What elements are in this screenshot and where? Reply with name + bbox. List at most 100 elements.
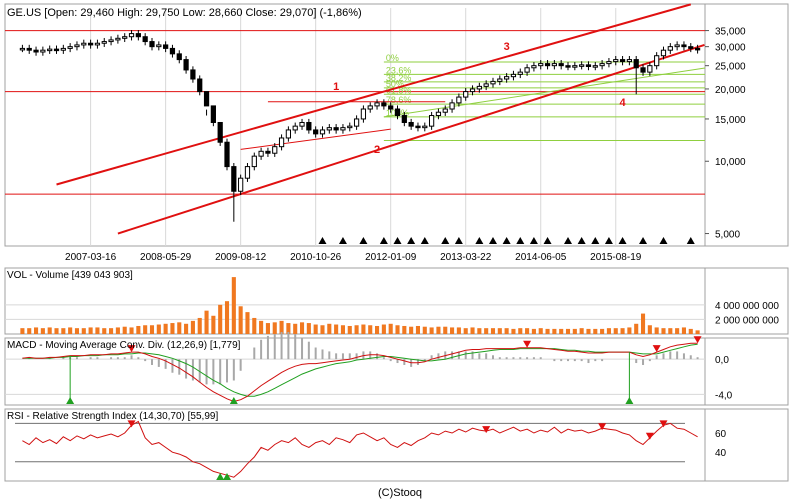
- volume-bar: [136, 325, 141, 334]
- candle-body: [53, 48, 60, 52]
- signal-marker: [379, 237, 388, 244]
- macd-line: [22, 342, 698, 403]
- price-ytick-label: 35,000: [715, 27, 746, 38]
- candle-body: [353, 118, 360, 127]
- volume-bar: [531, 328, 536, 334]
- volume-panel-frame: [4, 267, 789, 335]
- candle-body: [585, 64, 592, 68]
- signal-marker: [564, 237, 573, 244]
- candle-body: [210, 105, 216, 123]
- volume-bar: [463, 328, 468, 334]
- volume-bar: [115, 327, 120, 334]
- fib-level-label: 50%: [386, 79, 404, 89]
- candle-body: [326, 127, 332, 131]
- price-panel-title: GE.US [Open: 29,460 High: 29,750 Low: 28…: [7, 7, 362, 19]
- volume-bar: [634, 323, 639, 334]
- volume-bar: [661, 328, 666, 334]
- volume-bar: [306, 323, 311, 334]
- price-ytick-label: 5,000: [715, 230, 740, 241]
- volume-bar: [668, 328, 673, 334]
- macd-ytick-label: 0,0: [715, 355, 729, 366]
- candle-body: [224, 141, 230, 168]
- volume-bar: [156, 324, 161, 334]
- volume-bar: [450, 327, 455, 334]
- candle-body: [258, 150, 264, 157]
- candle-body: [333, 127, 339, 131]
- candle-body: [483, 83, 489, 87]
- volume-bar: [61, 328, 66, 334]
- volume-bar: [122, 326, 127, 334]
- candle-body: [374, 102, 380, 107]
- candle-body: [435, 111, 442, 117]
- volume-bar: [409, 326, 414, 334]
- candle-body: [156, 44, 162, 48]
- candle-body: [26, 47, 32, 51]
- volume-bar: [54, 328, 59, 334]
- volume-bar: [320, 325, 325, 334]
- volume-bar: [190, 320, 195, 334]
- candle-body: [183, 59, 189, 71]
- candle-body: [142, 36, 148, 43]
- candle-body: [265, 150, 271, 154]
- candle-body: [33, 49, 39, 53]
- candle-body: [169, 47, 176, 55]
- candle-body: [633, 59, 639, 69]
- volume-bar: [368, 325, 373, 334]
- candle-body: [272, 146, 278, 154]
- candle-body: [340, 127, 346, 131]
- volume-bar: [184, 323, 189, 334]
- candle-body: [463, 91, 469, 98]
- rsi-line: [22, 420, 698, 478]
- price-xtick-label: 2013-03-22: [440, 252, 492, 263]
- candle-body: [681, 44, 687, 48]
- macd-sell-marker: [693, 336, 702, 344]
- volume-bar: [286, 323, 291, 334]
- candle-body: [115, 37, 121, 41]
- signal-marker: [441, 237, 450, 244]
- volume-bar: [334, 324, 339, 334]
- volume-bar: [429, 327, 434, 334]
- volume-bar: [640, 313, 646, 334]
- price-ytick-label: 30,000: [715, 43, 746, 54]
- volume-bar: [490, 328, 496, 334]
- volume-bar: [197, 317, 202, 334]
- candle-body: [565, 65, 571, 68]
- price-ytick-label: 25,000: [715, 62, 746, 73]
- fib-level-label: 78,6%: [386, 95, 412, 105]
- volume-bar: [497, 328, 502, 334]
- macd-buy-marker: [66, 397, 75, 404]
- footer-copyright: (C)Stooq: [378, 487, 422, 499]
- candle-body: [251, 155, 257, 168]
- volume-bar: [579, 328, 584, 334]
- volume-bar: [654, 327, 659, 334]
- candle-body: [149, 41, 155, 48]
- candle-body: [163, 44, 169, 49]
- volume-bar: [402, 325, 407, 334]
- candle-body: [74, 44, 80, 48]
- macd-ytick-label: -4,0: [715, 390, 733, 401]
- volume-bar: [675, 328, 680, 334]
- candle-body: [688, 46, 694, 49]
- candle-body: [694, 47, 701, 51]
- candle-body: [544, 63, 551, 67]
- wave-annotation: 3: [504, 41, 510, 53]
- volume-panel-title: VOL - Volume [439 043 903]: [7, 270, 133, 281]
- signal-marker: [529, 237, 538, 244]
- signal-marker: [502, 237, 511, 244]
- volume-ytick-label: 4 000 000 000: [715, 301, 779, 312]
- signal-marker: [516, 237, 525, 244]
- volume-bar: [586, 328, 591, 334]
- fib-level-label: 0%: [386, 53, 399, 63]
- volume-bar: [361, 324, 366, 334]
- candle-body: [190, 69, 196, 80]
- volume-ytick-label: 2 000 000 000: [715, 315, 779, 326]
- volume-bar: [293, 323, 298, 334]
- candle-body: [60, 47, 66, 51]
- volume-bar: [265, 323, 270, 334]
- candle-body: [640, 67, 646, 73]
- rsi-panel: 60 40: [4, 408, 789, 482]
- volume-bar: [695, 330, 700, 334]
- signal-marker: [686, 237, 695, 244]
- signal-marker: [577, 237, 586, 244]
- candle-body: [394, 108, 401, 117]
